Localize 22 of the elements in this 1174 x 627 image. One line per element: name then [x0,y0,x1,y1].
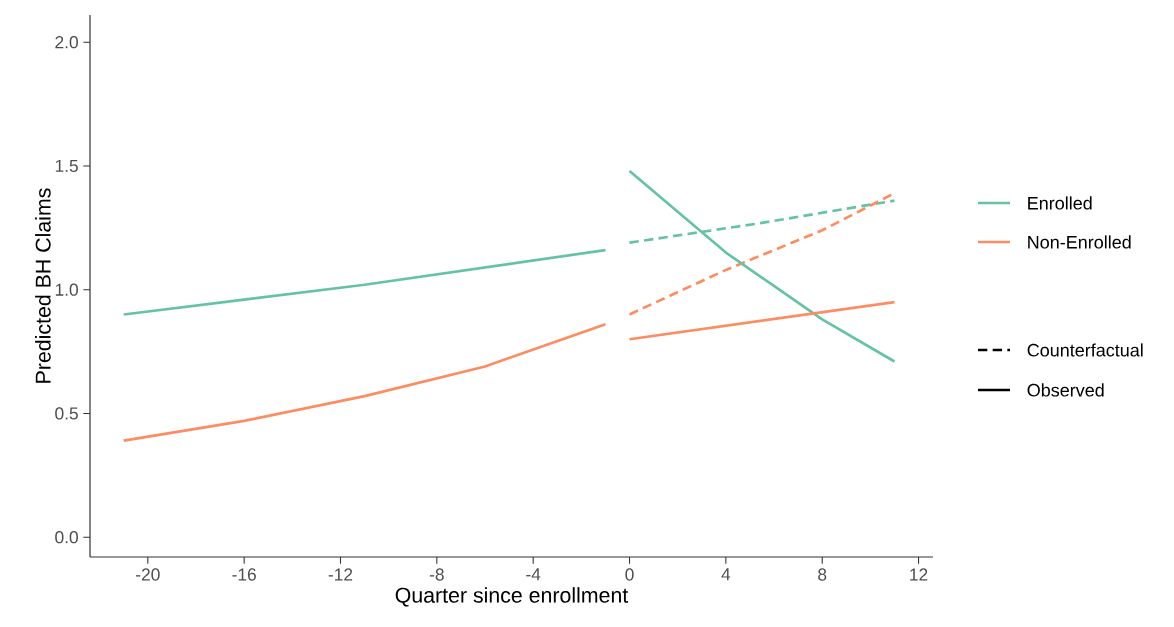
y-axis-title: Predicted BH Claims [35,188,51,383]
text: Observed [1027,383,1104,397]
text: Counterfactual [1027,343,1143,357]
y-tick-label: 0.0 [55,531,78,544]
x-tick-label: 8 [818,568,827,581]
x-tick-label: -16 [232,568,256,581]
legend-label: Enrolled [1028,196,1092,210]
line-series [122,323,607,443]
x-tick-label: -20 [136,568,160,581]
y-tick-label: 0.5 [55,407,78,420]
x-tick-label: -12 [328,568,353,581]
y-tick-label: 2.0 [55,36,78,49]
y-tick-label: 1.0 [55,283,78,296]
x-tick-label: 4 [721,568,731,581]
legend-label: Non-Enrolled [1028,235,1131,249]
y-tick-label: 1.5 [55,159,78,172]
x-tick-label: 12 [910,568,928,581]
x-axis-title: Quarter since enrollment [395,587,629,607]
x-tick-label: -4 [526,568,541,581]
line-series [628,169,896,363]
x-tick-label: 0 [625,568,634,581]
x-tick-label: -8 [429,568,444,581]
